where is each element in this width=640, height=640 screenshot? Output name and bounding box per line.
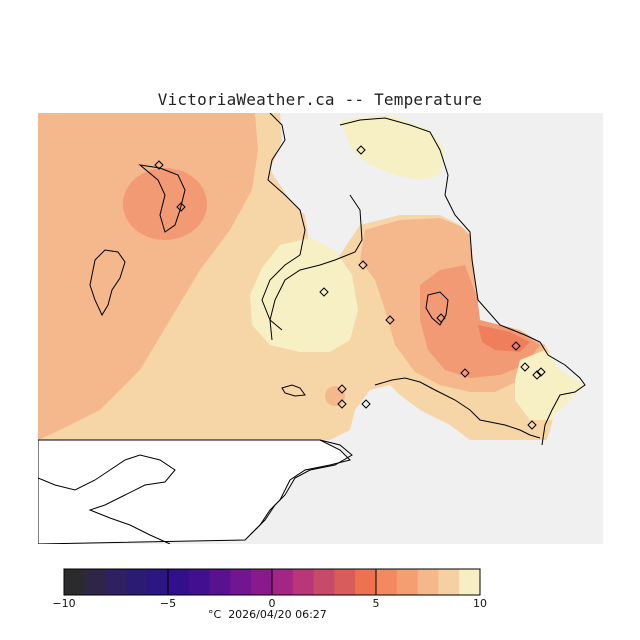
station-marker-1 (154, 160, 164, 170)
colorbar-swatch-18 (417, 569, 439, 595)
coastline-far-south (38, 454, 176, 544)
colorbar-unit: °C (208, 608, 222, 621)
station-marker-6 (385, 315, 395, 325)
coastline-peninsula (339, 117, 586, 446)
island-south (281, 384, 306, 397)
colorbar-swatch-11 (272, 569, 294, 595)
map-title: VictoriaWeather.ca -- Temperature (157, 90, 483, 109)
island-west (89, 249, 126, 317)
colorbar-tick-label-1: −10 (52, 597, 76, 610)
station-marker-13 (337, 384, 347, 394)
colorbar-tick-label-3: 0 (268, 597, 276, 610)
station-marker-3 (356, 145, 366, 155)
coastline-strait (261, 113, 306, 331)
water-east (445, 113, 603, 544)
station-marker-12 (536, 367, 546, 377)
station-marker-11 (532, 370, 542, 380)
colorbar-swatch-10 (251, 569, 273, 595)
colorbar-swatch-12 (292, 569, 315, 595)
station-markers (154, 145, 546, 430)
colorbar-swatch-14 (334, 569, 356, 595)
colorbar-swatch-20 (459, 569, 481, 595)
colorbar-swatch-1 (64, 569, 86, 595)
temp-spot-south (325, 386, 345, 406)
temp-band-4-east (478, 325, 530, 352)
station-marker-16 (527, 420, 537, 430)
warm-pocket-center (250, 238, 358, 352)
colorbar-swatch-5 (147, 569, 169, 595)
colorbar-swatch-15 (355, 569, 377, 595)
station-marker-5 (319, 287, 329, 297)
station-marker-2 (176, 202, 186, 212)
station-marker-9 (520, 362, 530, 372)
colorbar-swatch-9 (230, 569, 252, 595)
station-marker-7 (436, 313, 446, 323)
coastline-inner (269, 194, 363, 341)
colorbar-swatch-19 (438, 569, 460, 595)
coastline-south (374, 377, 541, 439)
colorbar-swatch-13 (313, 569, 335, 595)
island-north (138, 164, 186, 233)
station-marker-15 (361, 399, 371, 409)
colorbar-caption: °C 2026/04/20 06:27 (208, 608, 327, 621)
colorbar-swatch-7 (188, 569, 211, 595)
colorbar-swatch-2 (84, 569, 107, 595)
colorbar-tick-label-2: −5 (159, 597, 177, 610)
colorbar-swatch-8 (209, 569, 231, 595)
station-marker-4 (358, 260, 368, 270)
colorbar-swatch-17 (396, 569, 419, 595)
colorbar-tick-label-5: 10 (473, 597, 487, 610)
colorbar-tick-label-4: 5 (372, 597, 380, 610)
colorbar-timestamp: 2026/04/20 06:27 (228, 608, 327, 621)
station-marker-8 (511, 341, 521, 351)
colorbar-swatch-3 (105, 569, 127, 595)
temp-band-3-west (123, 168, 207, 240)
station-marker-10 (460, 368, 470, 378)
colorbar-swatch-4 (126, 569, 148, 595)
warm-pocket-north (340, 115, 445, 180)
station-marker-14 (337, 399, 347, 409)
map-area (38, 113, 603, 544)
coastline-south-shore (249, 439, 353, 536)
colorbar (63, 568, 481, 596)
colorbar-swatch-6 (168, 569, 190, 595)
colorbar-swatch-16 (376, 569, 398, 595)
